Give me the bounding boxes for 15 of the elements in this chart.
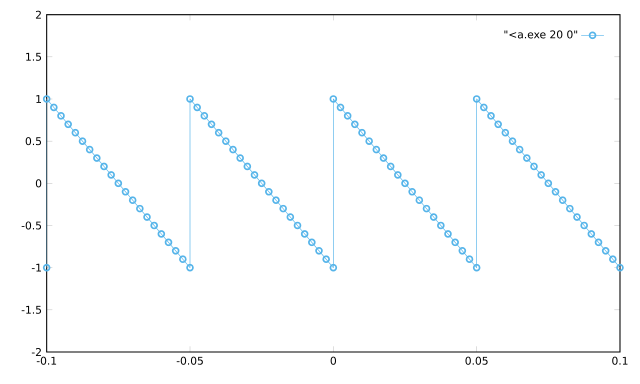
y-tick-label: 0: [36, 179, 42, 188]
x-tick-label: 0.1: [612, 356, 628, 365]
x-tick-label: 0: [330, 356, 336, 365]
y-tick-label: -2: [32, 348, 41, 356]
y-tick-label: 2: [36, 10, 41, 19]
x-tick-label: -0.1: [36, 356, 56, 365]
y-tick-label: 1.5: [26, 52, 42, 61]
x-tick-label: -0.05: [176, 356, 203, 365]
y-tick-label: -1: [32, 264, 41, 272]
y-tick-label: 1: [36, 95, 41, 103]
legend-label: "<a.exe 20 0": [504, 30, 578, 38]
x-tick-label: 0.05: [466, 356, 488, 365]
y-tick-label: -0.5: [22, 221, 42, 230]
y-tick-label: 0.5: [26, 137, 42, 146]
y-tick-label: -1.5: [22, 306, 42, 314]
